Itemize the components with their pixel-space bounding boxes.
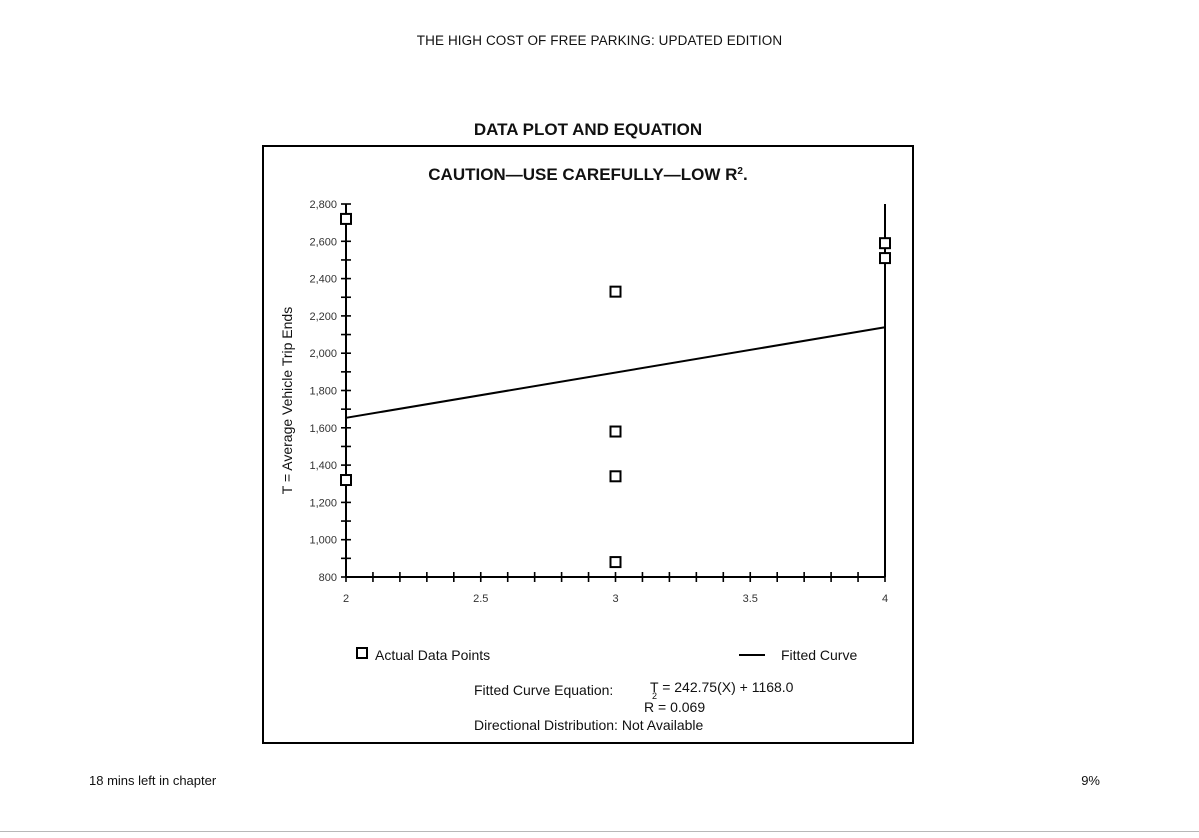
scatter-plot: 800 1,000 1,200 1,400 1,600 1,800 2,000 2,200 2,…	[279, 199, 891, 605]
y-tick-label: 2,600	[309, 236, 337, 248]
r-squared-value: = 0.069	[654, 699, 706, 715]
x-tick-label: 3	[612, 593, 618, 605]
bottom-divider	[0, 831, 1199, 832]
equation-text: T = 242.75(X) + 1168.0	[650, 679, 794, 695]
book-title: THE HIGH COST OF FREE PARKING: UPDATED E…	[416, 33, 783, 48]
fitted-curve-line	[345, 326, 886, 419]
caution-period: .	[742, 165, 748, 184]
x-tick-label: 2	[343, 593, 349, 605]
data-point	[609, 425, 622, 438]
figure-title: DATA PLOT AND EQUATION	[473, 120, 703, 139]
data-point	[609, 556, 622, 569]
x-tick-label: 3.5	[743, 593, 758, 605]
y-tick-label: 2,800	[309, 199, 337, 211]
time-left-in-chapter: 18 mins left in chapter	[89, 773, 217, 788]
legend-actual-points-label: Actual Data Points	[375, 647, 491, 663]
reading-progress: 9%	[1081, 773, 1100, 788]
data-point	[609, 470, 622, 483]
data-point	[609, 285, 622, 298]
caution-superscript: 2	[737, 166, 743, 177]
data-point	[879, 237, 891, 250]
x-tick-label: 4	[882, 593, 888, 605]
caution-heading: CAUTION—USE CAREFULLY—LOW R2.	[264, 165, 912, 185]
data-point	[340, 474, 352, 487]
y-tick-label: 2,400	[309, 274, 337, 286]
y-tick-label: 1,800	[309, 386, 337, 398]
data-point	[879, 252, 891, 265]
x-tick-label: 2.5	[473, 593, 488, 605]
y-tick-label: 2,000	[309, 348, 337, 360]
directional-distribution: Directional Distribution: Not Available	[474, 717, 704, 733]
data-point	[340, 212, 352, 225]
r-squared-superscript: 2	[652, 691, 658, 701]
line-marker-icon	[739, 654, 765, 656]
y-tick-label: 1,600	[309, 423, 337, 435]
legend-fitted-curve: Fitted Curve	[739, 647, 857, 663]
chart-frame: CAUTION—USE CAREFULLY—LOW R2. 800 1,000 1,…	[262, 145, 914, 744]
caution-text: CAUTION—USE CAREFULLY—LOW R	[428, 165, 738, 184]
equation-label: Fitted Curve Equation:	[474, 682, 614, 698]
square-marker-icon	[356, 647, 368, 659]
y-tick-label: 1,000	[309, 535, 337, 547]
legend-fitted-curve-label: Fitted Curve	[781, 647, 858, 663]
y-tick-label: 2,200	[309, 311, 337, 323]
legend-actual-points: Actual Data Points	[356, 647, 490, 663]
y-tick-label: 1,400	[309, 460, 337, 472]
y-tick-label: 1,200	[309, 497, 337, 509]
y-axis-label: T = Average Vehicle Trip Ends	[279, 307, 295, 494]
y-tick-label: 800	[319, 572, 337, 584]
